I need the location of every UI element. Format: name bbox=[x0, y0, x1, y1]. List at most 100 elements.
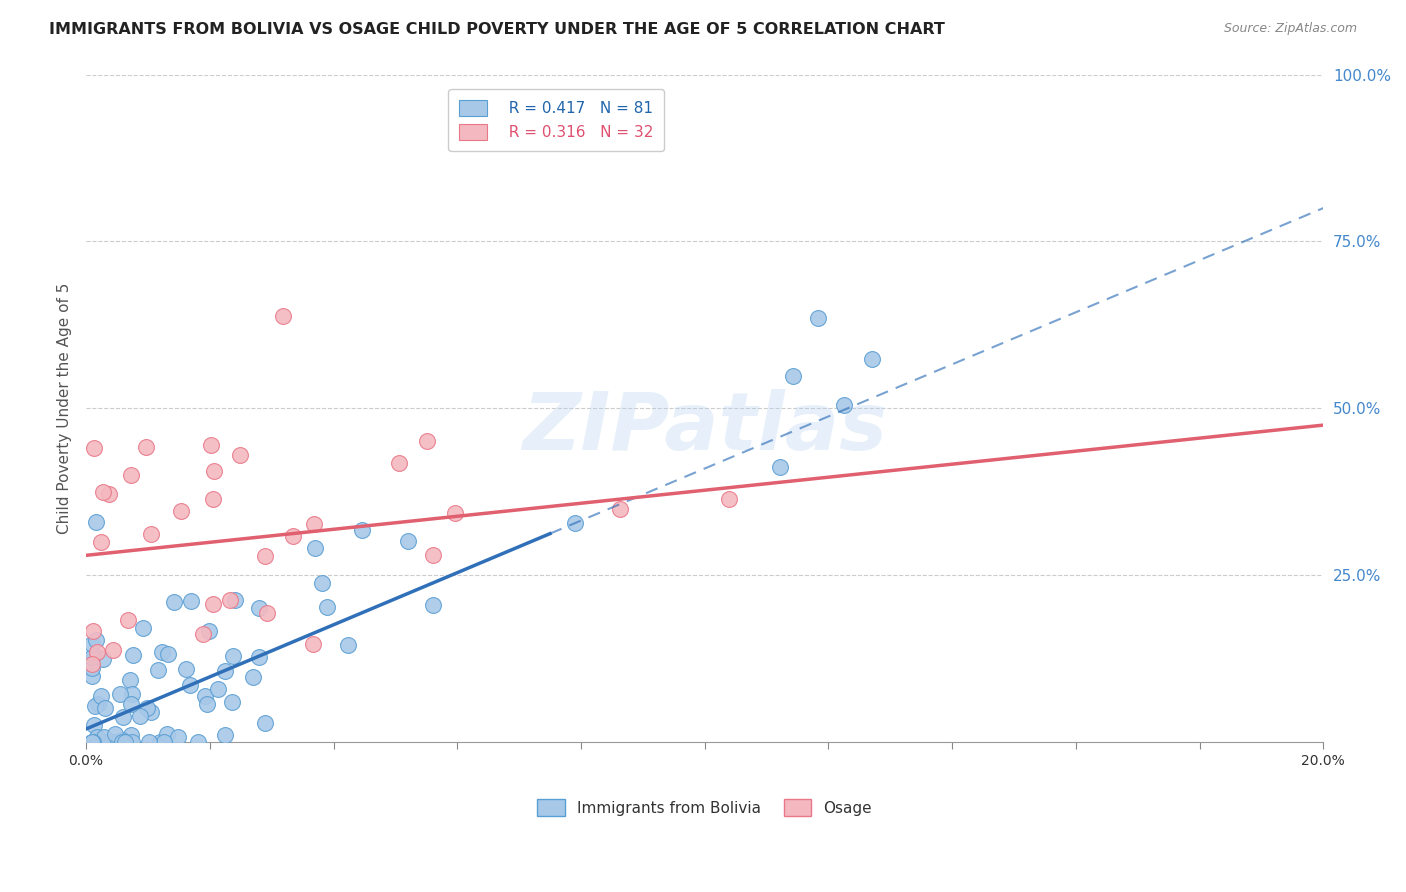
Point bbox=[86, 645, 108, 659]
Point bbox=[194, 690, 217, 704]
Point bbox=[207, 681, 229, 696]
Point bbox=[104, 727, 127, 741]
Point bbox=[221, 695, 243, 709]
Point bbox=[170, 504, 193, 518]
Point bbox=[90, 535, 112, 549]
Point bbox=[82, 735, 104, 749]
Point bbox=[83, 648, 105, 662]
Point bbox=[388, 456, 411, 470]
Point bbox=[807, 311, 830, 326]
Text: ZIPatlas: ZIPatlas bbox=[522, 390, 887, 467]
Point bbox=[82, 735, 104, 749]
Point bbox=[156, 727, 179, 741]
Point bbox=[103, 735, 125, 749]
Text: Source: ZipAtlas.com: Source: ZipAtlas.com bbox=[1223, 22, 1357, 36]
Point bbox=[281, 529, 304, 543]
Point bbox=[105, 735, 128, 749]
Legend: Immigrants from Bolivia, Osage: Immigrants from Bolivia, Osage bbox=[531, 793, 879, 822]
Point bbox=[111, 735, 134, 749]
Point bbox=[304, 541, 326, 555]
Point bbox=[179, 678, 201, 692]
Point bbox=[149, 735, 172, 749]
Point bbox=[111, 732, 134, 747]
Text: IMMIGRANTS FROM BOLIVIA VS OSAGE CHILD POVERTY UNDER THE AGE OF 5 CORRELATION CH: IMMIGRANTS FROM BOLIVIA VS OSAGE CHILD P… bbox=[49, 22, 945, 37]
Point bbox=[82, 649, 104, 664]
Point bbox=[138, 735, 160, 749]
Point bbox=[117, 614, 139, 628]
Point bbox=[103, 643, 125, 657]
Point bbox=[860, 352, 883, 367]
Point bbox=[120, 673, 142, 687]
Point bbox=[150, 645, 173, 659]
Point bbox=[146, 663, 169, 677]
Y-axis label: Child Poverty Under the Age of 5: Child Poverty Under the Age of 5 bbox=[58, 283, 72, 534]
Point bbox=[350, 523, 373, 537]
Point bbox=[83, 717, 105, 731]
Point bbox=[167, 730, 190, 744]
Point bbox=[242, 670, 264, 684]
Point bbox=[87, 697, 110, 711]
Point bbox=[564, 516, 586, 530]
Point bbox=[271, 309, 294, 323]
Point bbox=[98, 735, 121, 749]
Point bbox=[82, 657, 104, 672]
Point bbox=[316, 599, 339, 614]
Point bbox=[120, 697, 142, 711]
Point bbox=[120, 728, 142, 742]
Point bbox=[84, 515, 107, 529]
Point bbox=[224, 593, 246, 607]
Point bbox=[84, 633, 107, 648]
Point bbox=[191, 626, 214, 640]
Point bbox=[128, 709, 150, 723]
Point bbox=[153, 735, 176, 749]
Point bbox=[769, 459, 792, 474]
Point bbox=[141, 527, 163, 541]
Point bbox=[415, 434, 437, 449]
Point bbox=[186, 734, 208, 748]
Point bbox=[141, 705, 163, 719]
Point bbox=[717, 491, 740, 506]
Point bbox=[254, 715, 277, 730]
Point bbox=[201, 491, 224, 506]
Point bbox=[93, 735, 115, 749]
Point bbox=[422, 598, 444, 612]
Point bbox=[82, 735, 104, 749]
Point bbox=[249, 601, 271, 615]
Point bbox=[201, 597, 224, 611]
Point bbox=[254, 549, 277, 563]
Point bbox=[180, 594, 202, 608]
Point bbox=[84, 735, 107, 749]
Point bbox=[83, 442, 105, 456]
Point bbox=[195, 697, 218, 711]
Point bbox=[120, 468, 142, 483]
Point bbox=[91, 735, 114, 749]
Point bbox=[93, 701, 115, 715]
Point bbox=[444, 506, 467, 520]
Point bbox=[135, 441, 157, 455]
Point bbox=[98, 487, 121, 501]
Point bbox=[200, 438, 222, 452]
Point bbox=[121, 687, 143, 701]
Point bbox=[222, 649, 245, 664]
Point bbox=[82, 661, 104, 675]
Point bbox=[82, 624, 104, 639]
Point bbox=[197, 624, 219, 639]
Point bbox=[136, 701, 159, 715]
Point bbox=[396, 533, 419, 548]
Point bbox=[82, 637, 104, 651]
Point bbox=[108, 687, 131, 701]
Point bbox=[97, 735, 120, 749]
Point bbox=[219, 593, 242, 607]
Point bbox=[311, 576, 333, 591]
Point bbox=[832, 398, 855, 412]
Point bbox=[214, 664, 236, 678]
Point bbox=[114, 735, 136, 749]
Point bbox=[84, 699, 107, 714]
Point bbox=[422, 548, 444, 562]
Point bbox=[229, 448, 252, 462]
Point bbox=[782, 368, 804, 383]
Point bbox=[163, 595, 186, 609]
Point bbox=[304, 516, 326, 531]
Point bbox=[121, 735, 143, 749]
Point bbox=[83, 735, 105, 749]
